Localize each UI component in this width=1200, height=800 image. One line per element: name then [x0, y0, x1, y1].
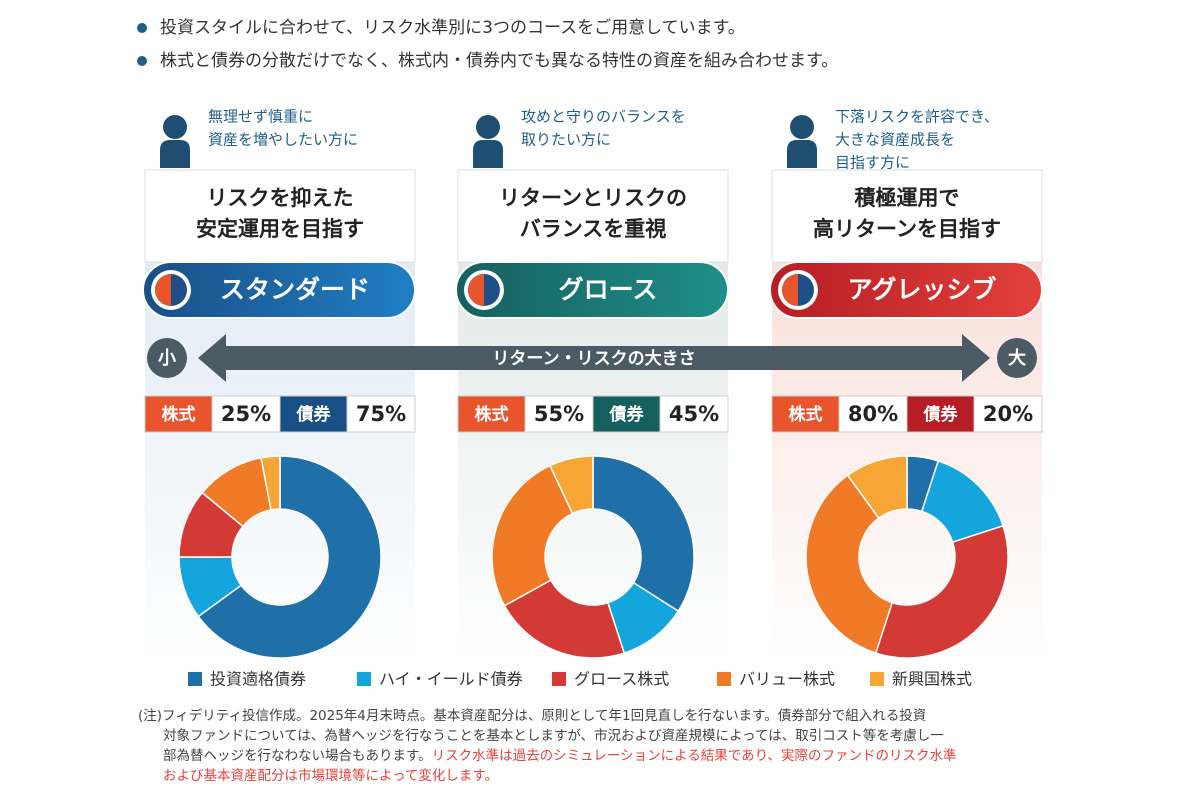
- legend-label: 新興国株式: [892, 670, 972, 689]
- allocation-text: 25%: [221, 402, 271, 426]
- audience-text: 大きな資産成長を: [835, 131, 955, 149]
- course-title: 高リターンを目指す: [813, 217, 1001, 241]
- note-text: 部為替ヘッジを行なわない場合もあります。リスク水準は過去のシミュレーションによる…: [163, 748, 957, 764]
- allocation-cell: [346, 395, 416, 433]
- allocation-cell: [771, 395, 840, 433]
- title-box: [144, 169, 416, 263]
- allocation-text: 債券: [609, 404, 645, 425]
- legend-swatch: [870, 672, 884, 686]
- course-title: 安定運用を目指す: [196, 217, 364, 241]
- small-circle: [147, 338, 187, 378]
- note-text: (注)フィデリティ投信作成。2025年4月末時点。基本資産配分は、原則として年1…: [138, 707, 926, 724]
- course-name: アグレッシブ: [848, 275, 997, 304]
- bullet-text: 株式と債券の分散だけでなく、株式内・債券内でも異なる特性の資産を組み合わせます。: [160, 51, 838, 71]
- course-title: リターンとリスクの: [499, 186, 687, 210]
- note-highlight: および基本資産配分は市場環境等によって変化します。: [163, 767, 498, 784]
- allocation-text: 債券: [296, 404, 332, 425]
- person-head: [476, 115, 500, 139]
- course-name: スタンダード: [220, 275, 370, 304]
- course-title: バランスを重視: [520, 217, 667, 241]
- pill-icon-stock: [155, 274, 171, 306]
- allocation-text: 債券: [923, 404, 959, 425]
- legend-label: グロース株式: [574, 670, 669, 689]
- course-pill: [769, 261, 1043, 319]
- large-label: 大: [1008, 347, 1026, 369]
- legend-label: バリュー株式: [739, 670, 835, 689]
- note-span: (注)フィデリティ投信作成。2025年4月末時点。基本資産配分は、原則として年1…: [138, 707, 926, 724]
- audience-text: 資産を増やしたい方に: [208, 131, 358, 149]
- allocation-text: 株式: [475, 404, 509, 425]
- allocation-text: 20%: [983, 402, 1033, 426]
- donut-slice: [260, 455, 281, 511]
- legend-label: ハイ・イールド債券: [379, 670, 523, 689]
- donut-slice: [592, 455, 695, 613]
- allocation-cell: [592, 395, 661, 433]
- allocation-text: 55%: [534, 402, 584, 426]
- allocation-text: 75%: [356, 402, 406, 426]
- large-circle: [997, 338, 1037, 378]
- allocation-cell: [211, 395, 281, 433]
- allocation-text: 45%: [669, 402, 719, 426]
- allocation-cell: [838, 395, 908, 433]
- allocation-cell: [144, 395, 213, 433]
- legend-swatch: [552, 672, 566, 686]
- person-body: [160, 140, 190, 168]
- small-label: 小: [158, 348, 176, 369]
- pill-icon-stock: [782, 274, 798, 306]
- allocation-text: 80%: [848, 402, 898, 426]
- person-body: [787, 140, 817, 168]
- course-pill: [142, 261, 416, 319]
- donut-slice: [874, 524, 1009, 659]
- audience-text: 目指す方に: [835, 154, 910, 172]
- allocation-text: 株式: [789, 404, 823, 425]
- legend-label: 投資適格債券: [210, 670, 306, 689]
- donut-slice: [491, 464, 574, 607]
- course-title: 積極運用で: [855, 186, 960, 210]
- allocation-cell: [457, 395, 526, 433]
- donut-slice: [846, 455, 908, 520]
- donut-slice: [197, 455, 382, 659]
- course-name: グロース: [559, 275, 658, 304]
- bullet-text: 投資スタイルに合わせて、リスク水準別に3つのコースをご用意しています。: [160, 18, 745, 38]
- audience-text: 無理せず慎重に: [208, 108, 313, 126]
- course-title: リスクを抑えた: [207, 186, 354, 210]
- note-highlight: リスク水準は過去のシミュレーションによる結果であり、実際のファンドのリスク水準: [432, 748, 957, 764]
- title-box: [771, 169, 1043, 263]
- donut-slice: [548, 455, 594, 515]
- title-box: [457, 169, 729, 263]
- legend-swatch: [188, 672, 202, 686]
- person-head: [790, 115, 814, 139]
- audience-text: 取りたい方に: [521, 131, 611, 149]
- allocation-cell: [906, 395, 975, 433]
- legend-swatch: [717, 672, 731, 686]
- note-span: 部為替ヘッジを行なわない場合もあります。: [163, 748, 432, 764]
- person-head: [163, 115, 187, 139]
- note-text: 対象ファンドについては、為替ヘッジを行なうことを基本としますが、市況および資産規…: [163, 727, 944, 744]
- donut-slice: [503, 579, 626, 659]
- audience-text: 下落リスクを許容でき、: [835, 108, 999, 126]
- allocation-text: 株式: [162, 404, 196, 425]
- audience-text: 攻めと守りのバランスを: [521, 108, 686, 126]
- bullet-dot: [137, 56, 147, 66]
- bullet-dot: [137, 23, 147, 33]
- pill-icon-stock: [468, 274, 484, 306]
- allocation-cell: [524, 395, 594, 433]
- note-span: 対象ファンドについては、為替ヘッジを行なうことを基本としますが、市況および資産規…: [163, 727, 944, 744]
- course-pill: [455, 261, 729, 319]
- donut-slice: [805, 474, 894, 655]
- legend-swatch: [357, 672, 371, 686]
- allocation-cell: [659, 395, 729, 433]
- person-body: [473, 140, 503, 168]
- arrow-label: リターン・リスクの大きさ: [492, 348, 695, 369]
- allocation-cell: [973, 395, 1043, 433]
- risk-arrow: [198, 334, 990, 382]
